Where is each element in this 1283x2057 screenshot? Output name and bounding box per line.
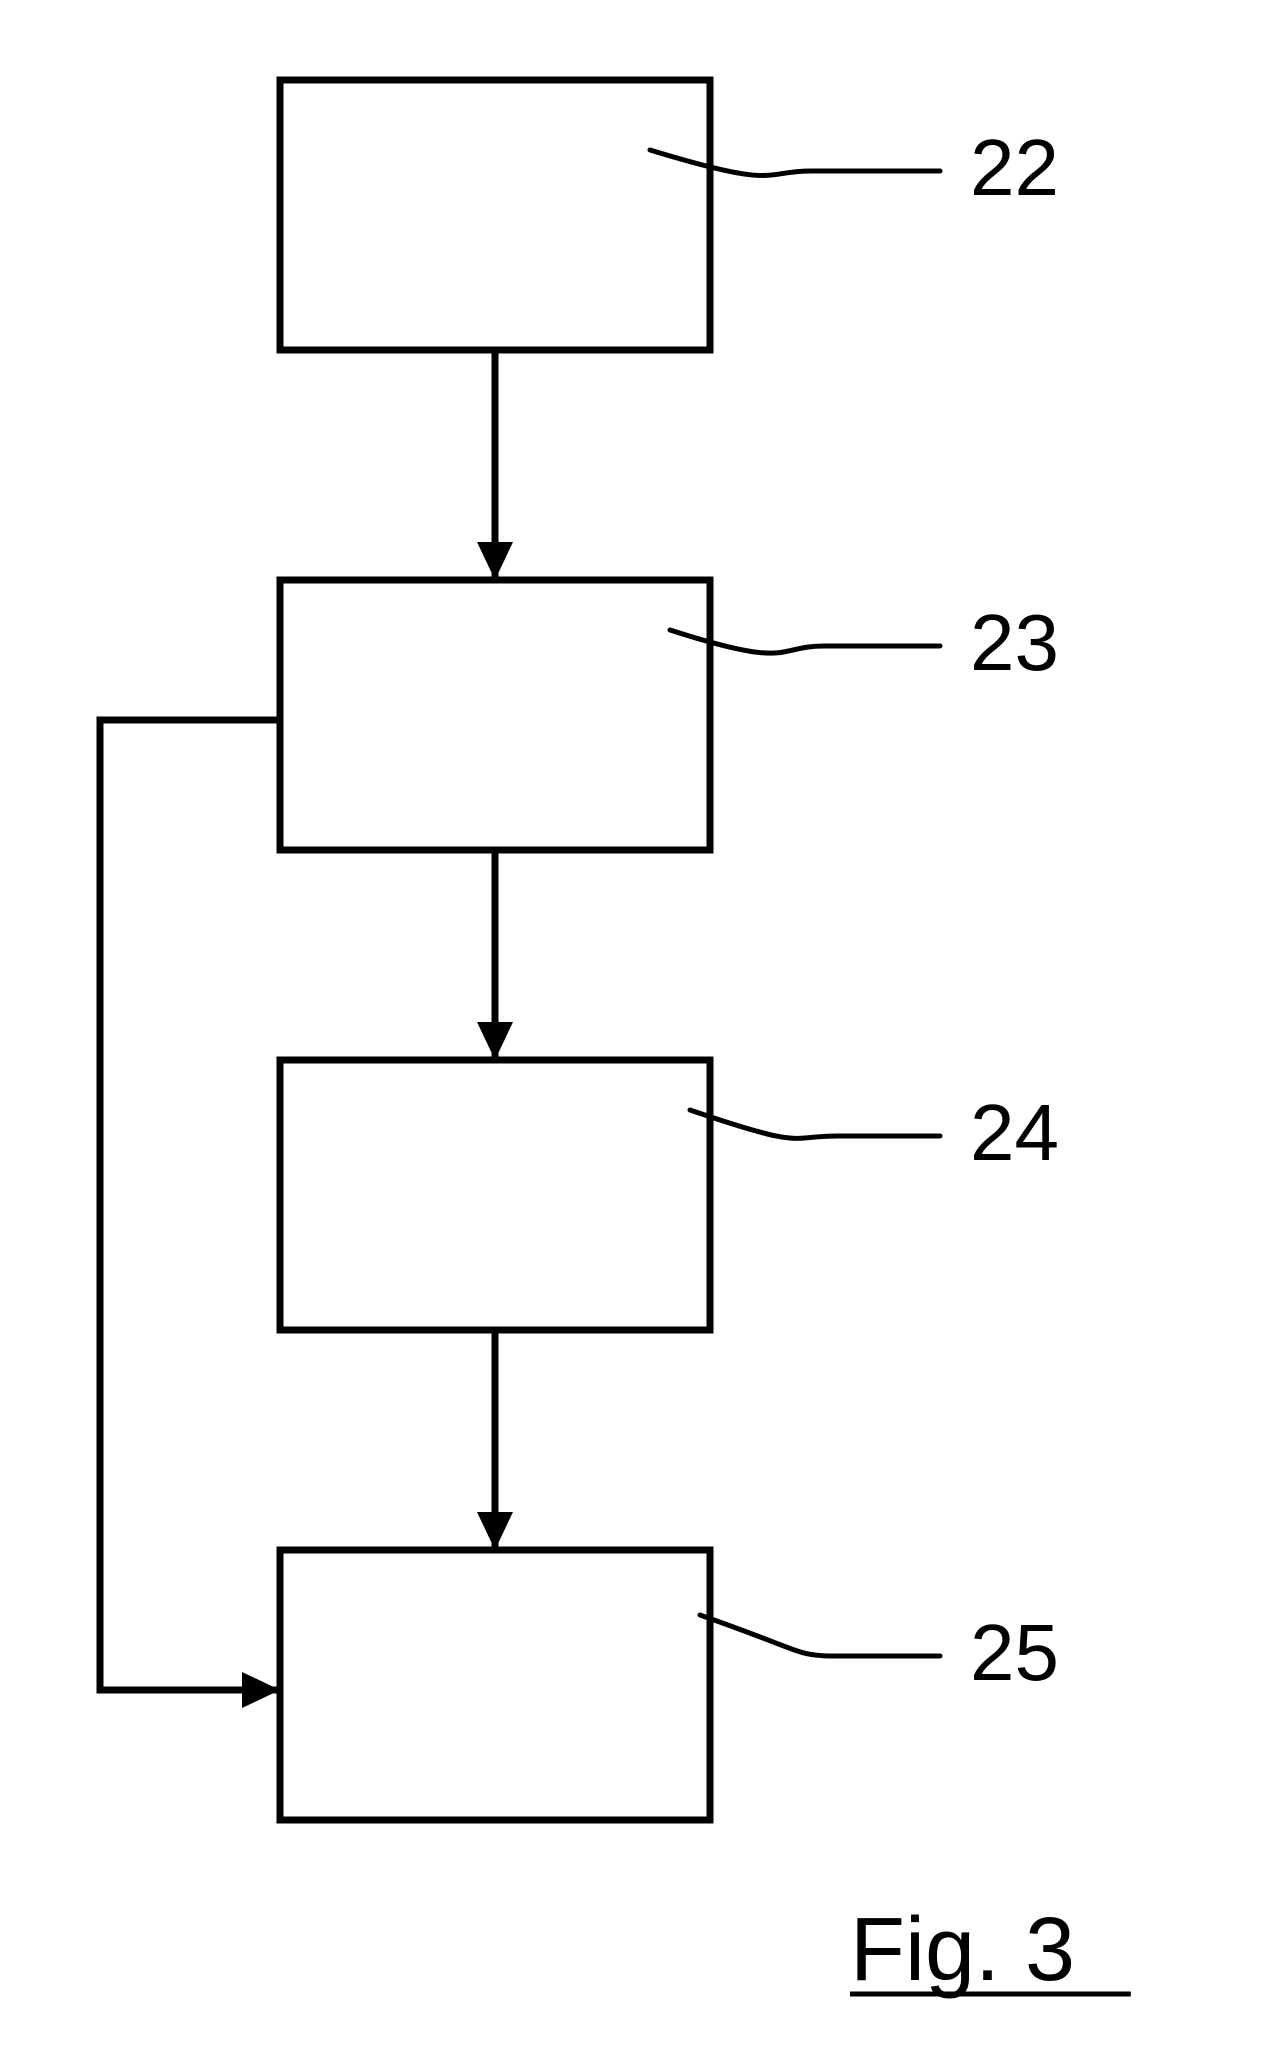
node-label-n23: 23 [970, 598, 1059, 687]
node-label-n24: 24 [970, 1088, 1059, 1177]
node-n25 [280, 1550, 710, 1820]
leader-n24 [690, 1110, 940, 1138]
node-label-n22: 22 [970, 123, 1059, 212]
node-label-n25: 25 [970, 1608, 1059, 1697]
node-n22 [280, 80, 710, 350]
flowchart-canvas: 22 23 24 25 Fig. 3 [0, 0, 1283, 2057]
figure-caption: Fig. 3 [850, 1900, 1075, 2000]
leader-n22 [650, 150, 940, 176]
node-n24 [280, 1060, 710, 1330]
edge-n23-n25 [100, 720, 280, 1690]
node-n23 [280, 580, 710, 850]
leader-n25 [700, 1615, 940, 1656]
